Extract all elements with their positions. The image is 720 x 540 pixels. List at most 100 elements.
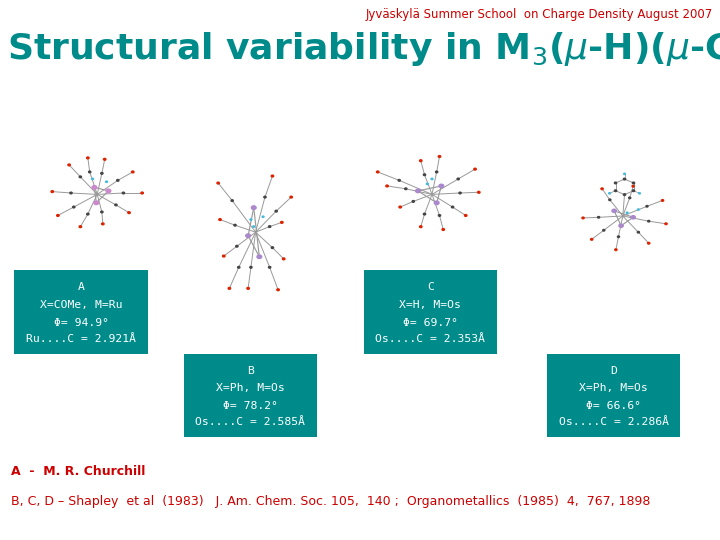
Circle shape bbox=[619, 224, 624, 227]
Circle shape bbox=[632, 182, 634, 184]
Circle shape bbox=[128, 212, 130, 213]
Circle shape bbox=[250, 219, 252, 220]
Circle shape bbox=[235, 245, 238, 247]
Circle shape bbox=[86, 213, 89, 215]
Circle shape bbox=[219, 219, 221, 220]
Circle shape bbox=[398, 179, 400, 181]
Circle shape bbox=[282, 258, 285, 260]
Text: X=Ph, M=Os: X=Ph, M=Os bbox=[580, 383, 648, 394]
Circle shape bbox=[106, 189, 111, 193]
Circle shape bbox=[70, 192, 72, 194]
Circle shape bbox=[637, 232, 639, 233]
Circle shape bbox=[114, 204, 117, 206]
Circle shape bbox=[106, 181, 107, 183]
Circle shape bbox=[228, 287, 230, 289]
Circle shape bbox=[582, 217, 584, 219]
Text: Φ= 66.6°: Φ= 66.6° bbox=[586, 401, 642, 411]
Circle shape bbox=[612, 209, 616, 212]
Circle shape bbox=[275, 210, 277, 212]
Circle shape bbox=[438, 214, 441, 217]
Circle shape bbox=[626, 212, 628, 213]
Circle shape bbox=[412, 200, 415, 202]
Circle shape bbox=[639, 193, 640, 194]
Text: Φ= 69.7°: Φ= 69.7° bbox=[402, 318, 458, 328]
Circle shape bbox=[632, 190, 634, 192]
Circle shape bbox=[614, 190, 616, 192]
Circle shape bbox=[101, 211, 103, 213]
Circle shape bbox=[132, 171, 134, 173]
Circle shape bbox=[94, 201, 99, 205]
Text: Jyväskylä Summer School  on Charge Density August 2007: Jyväskylä Summer School on Charge Densit… bbox=[366, 8, 713, 21]
Circle shape bbox=[250, 266, 252, 268]
Circle shape bbox=[399, 206, 401, 208]
Text: Structural variability in M$_3$($\mu$-H)($\mu$-CX)(CO)$_{10}$: Structural variability in M$_3$($\mu$-H)… bbox=[7, 30, 720, 68]
Circle shape bbox=[222, 255, 225, 257]
Text: Ru....C = 2.921Å: Ru....C = 2.921Å bbox=[26, 334, 136, 344]
Circle shape bbox=[662, 200, 664, 201]
Circle shape bbox=[89, 171, 91, 173]
Text: A  -  M. R. Churchill: A - M. R. Churchill bbox=[11, 465, 145, 478]
Circle shape bbox=[459, 192, 462, 194]
Circle shape bbox=[590, 239, 593, 240]
Circle shape bbox=[57, 214, 59, 217]
Circle shape bbox=[615, 249, 617, 251]
Circle shape bbox=[271, 247, 274, 248]
Circle shape bbox=[251, 206, 256, 210]
Text: B: B bbox=[247, 366, 253, 376]
Circle shape bbox=[647, 242, 650, 244]
Circle shape bbox=[51, 191, 53, 192]
Text: Os....C = 2.353Å: Os....C = 2.353Å bbox=[375, 334, 485, 344]
Circle shape bbox=[632, 185, 634, 187]
Circle shape bbox=[277, 289, 279, 291]
Text: X=H, M=Os: X=H, M=Os bbox=[400, 300, 461, 310]
Circle shape bbox=[451, 206, 454, 208]
Circle shape bbox=[269, 266, 271, 268]
Circle shape bbox=[141, 192, 143, 194]
Bar bbox=[364, 270, 497, 354]
Circle shape bbox=[423, 213, 426, 215]
Circle shape bbox=[431, 178, 433, 180]
Text: X=COMe, M=Ru: X=COMe, M=Ru bbox=[40, 300, 122, 310]
Circle shape bbox=[434, 201, 439, 205]
Circle shape bbox=[101, 172, 103, 174]
Circle shape bbox=[86, 157, 89, 159]
Circle shape bbox=[598, 217, 600, 218]
Circle shape bbox=[262, 216, 264, 218]
Text: Φ= 94.9°: Φ= 94.9° bbox=[53, 318, 109, 328]
Circle shape bbox=[624, 178, 626, 180]
Circle shape bbox=[238, 266, 240, 268]
Circle shape bbox=[257, 255, 261, 259]
Text: Φ= 78.2°: Φ= 78.2° bbox=[222, 401, 278, 411]
Circle shape bbox=[618, 236, 619, 238]
Circle shape bbox=[629, 197, 631, 199]
Circle shape bbox=[609, 199, 611, 200]
Circle shape bbox=[102, 223, 104, 225]
Text: X=Ph, M=Os: X=Ph, M=Os bbox=[216, 383, 284, 394]
Circle shape bbox=[269, 226, 271, 227]
Text: Os....C = 2.286Å: Os....C = 2.286Å bbox=[559, 417, 669, 428]
Circle shape bbox=[439, 184, 444, 188]
Circle shape bbox=[264, 196, 266, 198]
Bar bbox=[14, 270, 148, 354]
Circle shape bbox=[426, 183, 428, 185]
Circle shape bbox=[457, 178, 459, 180]
Circle shape bbox=[442, 228, 444, 231]
Circle shape bbox=[79, 176, 81, 178]
Circle shape bbox=[92, 186, 96, 189]
Text: Os....C = 2.585Å: Os....C = 2.585Å bbox=[195, 417, 305, 428]
Text: D: D bbox=[611, 366, 617, 376]
Bar bbox=[547, 354, 680, 437]
Circle shape bbox=[614, 182, 616, 184]
Text: B, C, D – Shapley  et al  (1983)   J. Am. Chem. Soc. 105,  140 ;  Organometallic: B, C, D – Shapley et al (1983) J. Am. Ch… bbox=[11, 495, 650, 508]
Bar bbox=[184, 354, 317, 437]
Circle shape bbox=[474, 168, 476, 170]
Circle shape bbox=[637, 209, 639, 210]
Circle shape bbox=[624, 173, 626, 174]
Circle shape bbox=[281, 221, 283, 223]
Circle shape bbox=[122, 192, 125, 194]
Circle shape bbox=[231, 200, 233, 201]
Circle shape bbox=[217, 182, 220, 184]
Circle shape bbox=[290, 196, 292, 198]
Text: A: A bbox=[78, 282, 84, 292]
Circle shape bbox=[415, 189, 420, 193]
